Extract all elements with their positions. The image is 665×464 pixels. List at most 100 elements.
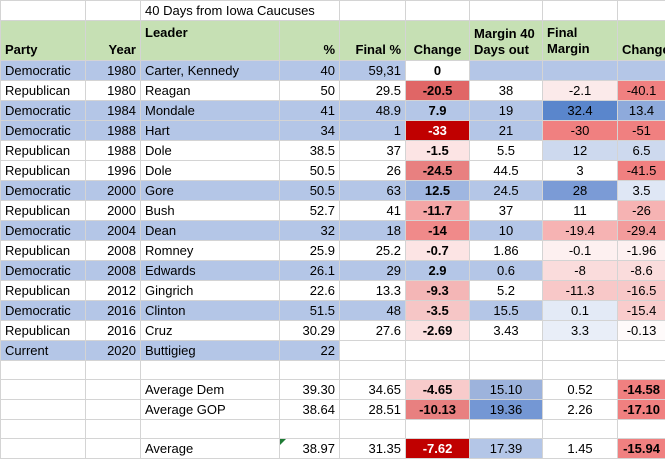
change-cell[interactable]: -9.3: [405, 280, 471, 301]
summary-pct[interactable]: 39.30: [278, 379, 341, 400]
cell[interactable]: [140, 360, 280, 380]
pct-cell[interactable]: 22: [278, 340, 341, 361]
party-cell[interactable]: Democratic: [0, 120, 86, 141]
final-margin-cell[interactable]: 0.1: [542, 300, 619, 321]
year-cell[interactable]: 2008: [85, 260, 141, 281]
cell[interactable]: [0, 399, 86, 420]
year-cell[interactable]: 2016: [85, 320, 141, 341]
change-cell[interactable]: 7.9: [405, 100, 471, 121]
change-margin-cell[interactable]: -8.6: [617, 260, 665, 281]
final-pct-cell[interactable]: 18: [339, 220, 407, 241]
final-pct-cell[interactable]: 48.9: [339, 100, 407, 121]
change-cell[interactable]: -11.7: [405, 200, 471, 221]
cell[interactable]: [0, 0, 86, 21]
cell[interactable]: [469, 360, 544, 380]
change-cell[interactable]: -20.5: [405, 80, 471, 101]
summary-label[interactable]: Average GOP: [140, 399, 280, 420]
pct-cell[interactable]: 52.7: [278, 200, 341, 221]
header-pct[interactable]: %: [278, 20, 341, 61]
final-margin-cell[interactable]: 12: [542, 140, 619, 161]
leader-cell[interactable]: Dole: [140, 160, 280, 181]
final-margin-cell[interactable]: [542, 60, 619, 81]
change-margin-cell[interactable]: -41.5: [617, 160, 665, 181]
change-margin-cell[interactable]: -26: [617, 200, 665, 221]
cell[interactable]: [85, 419, 141, 439]
year-cell[interactable]: 2004: [85, 220, 141, 241]
final-margin-cell[interactable]: -0.1: [542, 240, 619, 261]
final-pct-cell[interactable]: 29.5: [339, 80, 407, 101]
summary-margin-40[interactable]: 15.10: [469, 379, 544, 400]
cell[interactable]: [405, 360, 471, 380]
pct-cell[interactable]: 50.5: [278, 160, 341, 181]
party-cell[interactable]: Republican: [0, 320, 86, 341]
header-final-pct[interactable]: Final %: [339, 20, 407, 61]
cell[interactable]: [617, 360, 665, 380]
header-year[interactable]: Year: [85, 20, 141, 61]
leader-cell[interactable]: Dean: [140, 220, 280, 241]
margin-40-cell[interactable]: 21: [469, 120, 544, 141]
party-cell[interactable]: Democratic: [0, 100, 86, 121]
cell[interactable]: [85, 399, 141, 420]
summary-final-margin[interactable]: 2.26: [542, 399, 619, 420]
final-margin-cell[interactable]: -8: [542, 260, 619, 281]
final-pct-cell[interactable]: 26: [339, 160, 407, 181]
party-cell[interactable]: Republican: [0, 80, 86, 101]
change-cell[interactable]: -33: [405, 120, 471, 141]
party-cell[interactable]: Democratic: [0, 260, 86, 281]
pct-cell[interactable]: 30.29: [278, 320, 341, 341]
leader-cell[interactable]: Bush: [140, 200, 280, 221]
cell[interactable]: [85, 438, 141, 459]
cell[interactable]: [0, 438, 86, 459]
final-margin-cell[interactable]: 11: [542, 200, 619, 221]
summary-change[interactable]: -10.13: [405, 399, 471, 420]
final-pct-cell[interactable]: 13.3: [339, 280, 407, 301]
leader-cell[interactable]: Cruz: [140, 320, 280, 341]
change-margin-cell[interactable]: -29.4: [617, 220, 665, 241]
margin-40-cell[interactable]: 24.5: [469, 180, 544, 201]
margin-40-cell[interactable]: 15.5: [469, 300, 544, 321]
margin-40-cell[interactable]: 3.43: [469, 320, 544, 341]
year-cell[interactable]: 1984: [85, 100, 141, 121]
cell[interactable]: [0, 419, 86, 439]
final-pct-cell[interactable]: 25.2: [339, 240, 407, 261]
pct-cell[interactable]: 38.5: [278, 140, 341, 161]
margin-40-cell[interactable]: [469, 60, 544, 81]
change-cell[interactable]: -2.69: [405, 320, 471, 341]
cell[interactable]: [617, 0, 665, 21]
cell[interactable]: [542, 360, 619, 380]
final-pct-cell[interactable]: 1: [339, 120, 407, 141]
margin-40-cell[interactable]: 5.2: [469, 280, 544, 301]
final-pct-cell[interactable]: 37: [339, 140, 407, 161]
margin-40-cell[interactable]: 19: [469, 100, 544, 121]
final-margin-cell[interactable]: -30: [542, 120, 619, 141]
leader-cell[interactable]: Gore: [140, 180, 280, 201]
final-margin-cell[interactable]: 3: [542, 160, 619, 181]
year-cell[interactable]: 2012: [85, 280, 141, 301]
final-margin-cell[interactable]: -2.1: [542, 80, 619, 101]
header-change-margin[interactable]: Change: [617, 20, 665, 61]
summary-label[interactable]: Average: [140, 438, 280, 459]
cell[interactable]: [140, 419, 280, 439]
pct-cell[interactable]: 51.5: [278, 300, 341, 321]
final-margin-cell[interactable]: -19.4: [542, 220, 619, 241]
final-margin-cell[interactable]: -11.3: [542, 280, 619, 301]
change-margin-cell[interactable]: 13.4: [617, 100, 665, 121]
summary-final-pct[interactable]: 31.35: [339, 438, 407, 459]
party-cell[interactable]: Republican: [0, 280, 86, 301]
final-margin-cell[interactable]: [542, 340, 619, 361]
final-pct-cell[interactable]: 59,31: [339, 60, 407, 81]
change-margin-cell[interactable]: 6.5: [617, 140, 665, 161]
change-cell[interactable]: [405, 340, 471, 361]
change-cell[interactable]: -0.7: [405, 240, 471, 261]
year-cell[interactable]: 2020: [85, 340, 141, 361]
cell[interactable]: [405, 419, 471, 439]
change-cell[interactable]: 12.5: [405, 180, 471, 201]
leader-cell[interactable]: Edwards: [140, 260, 280, 281]
cell[interactable]: [339, 360, 407, 380]
change-margin-cell[interactable]: -15.4: [617, 300, 665, 321]
cell[interactable]: [405, 0, 471, 21]
change-margin-cell[interactable]: -51: [617, 120, 665, 141]
leader-cell[interactable]: Reagan: [140, 80, 280, 101]
pct-cell[interactable]: 26.1: [278, 260, 341, 281]
year-cell[interactable]: 1980: [85, 80, 141, 101]
